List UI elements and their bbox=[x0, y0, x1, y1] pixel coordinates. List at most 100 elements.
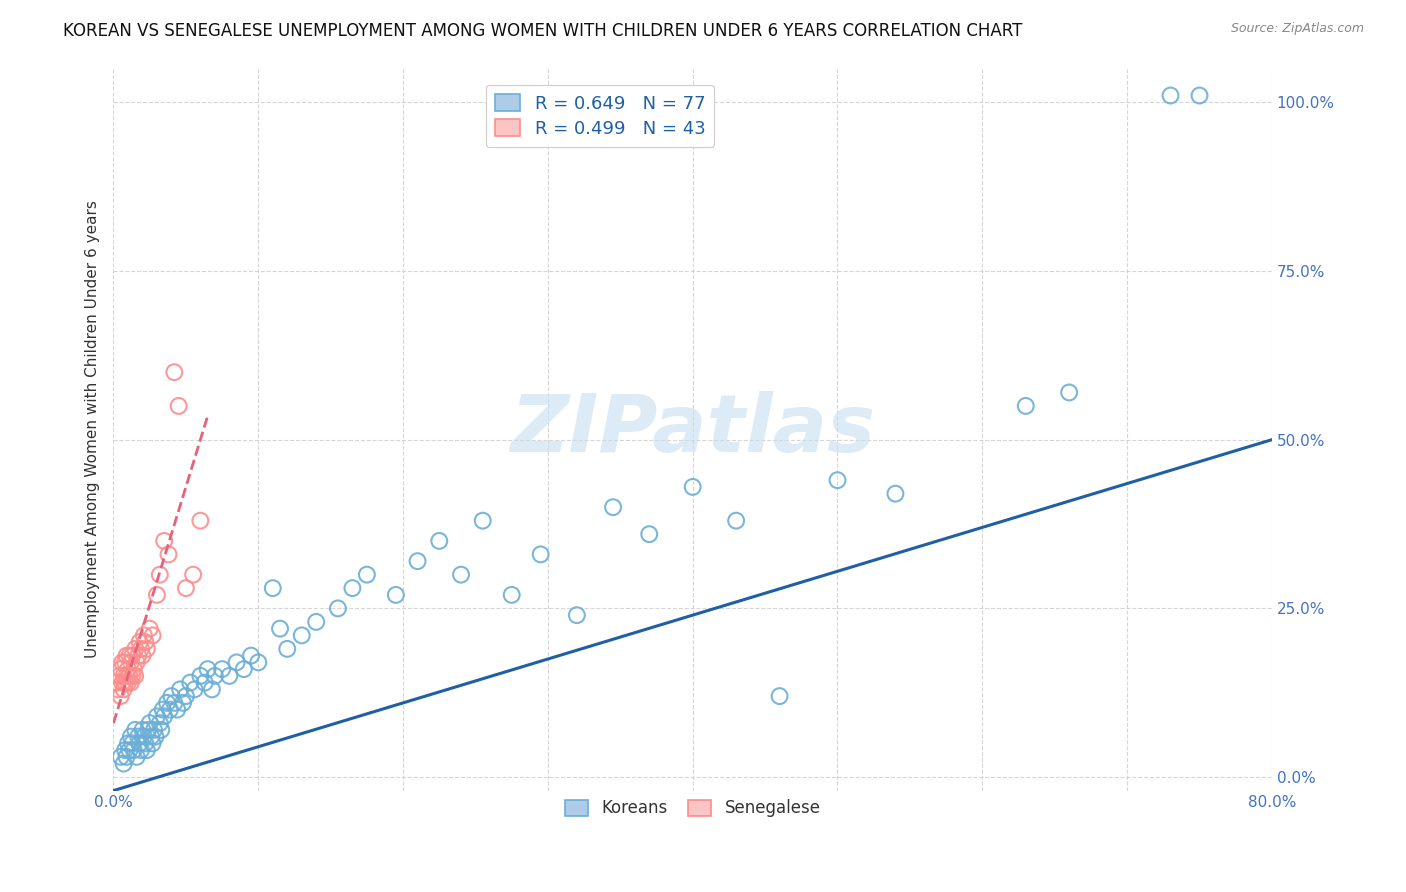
Point bbox=[1015, 399, 1038, 413]
Point bbox=[174, 689, 197, 703]
Point bbox=[501, 588, 523, 602]
Point bbox=[135, 743, 157, 757]
Point bbox=[142, 628, 165, 642]
Point bbox=[120, 675, 142, 690]
Point bbox=[117, 736, 139, 750]
Point bbox=[114, 656, 136, 670]
Point bbox=[111, 675, 134, 690]
Point bbox=[112, 682, 135, 697]
Point bbox=[112, 756, 135, 771]
Point bbox=[269, 622, 291, 636]
Point bbox=[638, 527, 661, 541]
Point bbox=[183, 682, 205, 697]
Point bbox=[342, 581, 364, 595]
Point bbox=[682, 480, 704, 494]
Point bbox=[120, 730, 142, 744]
Point bbox=[172, 696, 194, 710]
Point bbox=[128, 736, 150, 750]
Point bbox=[194, 675, 217, 690]
Point bbox=[105, 675, 128, 690]
Point bbox=[356, 567, 378, 582]
Point bbox=[211, 662, 233, 676]
Point bbox=[143, 723, 166, 737]
Point bbox=[138, 716, 160, 731]
Point bbox=[131, 648, 153, 663]
Point bbox=[136, 723, 159, 737]
Point bbox=[153, 533, 176, 548]
Point bbox=[115, 648, 138, 663]
Point bbox=[179, 675, 201, 690]
Point bbox=[305, 615, 328, 629]
Point bbox=[827, 473, 849, 487]
Point bbox=[132, 730, 155, 744]
Point bbox=[132, 628, 155, 642]
Point bbox=[110, 689, 132, 703]
Point bbox=[1188, 88, 1211, 103]
Point bbox=[149, 567, 172, 582]
Point bbox=[190, 514, 212, 528]
Point bbox=[115, 749, 138, 764]
Point bbox=[134, 736, 156, 750]
Point bbox=[138, 622, 160, 636]
Point bbox=[768, 689, 790, 703]
Point bbox=[530, 548, 553, 562]
Point bbox=[117, 662, 139, 676]
Point bbox=[232, 662, 254, 676]
Point bbox=[135, 641, 157, 656]
Point bbox=[125, 656, 148, 670]
Point bbox=[108, 669, 131, 683]
Point bbox=[201, 682, 224, 697]
Point bbox=[167, 399, 190, 413]
Point bbox=[115, 669, 138, 683]
Text: KOREAN VS SENEGALESE UNEMPLOYMENT AMONG WOMEN WITH CHILDREN UNDER 6 YEARS CORREL: KOREAN VS SENEGALESE UNEMPLOYMENT AMONG … bbox=[63, 22, 1022, 40]
Point bbox=[326, 601, 349, 615]
Point bbox=[114, 743, 136, 757]
Point bbox=[385, 588, 408, 602]
Point bbox=[1057, 385, 1080, 400]
Point bbox=[152, 703, 174, 717]
Point bbox=[111, 656, 134, 670]
Text: Source: ZipAtlas.com: Source: ZipAtlas.com bbox=[1230, 22, 1364, 36]
Point bbox=[146, 588, 169, 602]
Point bbox=[121, 648, 143, 663]
Point bbox=[145, 730, 167, 744]
Point bbox=[121, 736, 143, 750]
Point bbox=[169, 682, 191, 697]
Point bbox=[160, 689, 183, 703]
Point bbox=[118, 743, 141, 757]
Point bbox=[149, 716, 172, 731]
Point bbox=[110, 662, 132, 676]
Point bbox=[427, 533, 450, 548]
Point bbox=[166, 703, 188, 717]
Point bbox=[471, 514, 494, 528]
Point bbox=[118, 648, 141, 663]
Point bbox=[122, 662, 145, 676]
Point bbox=[163, 365, 186, 379]
Point bbox=[129, 743, 152, 757]
Point bbox=[884, 486, 907, 500]
Point bbox=[121, 669, 143, 683]
Point bbox=[406, 554, 429, 568]
Point bbox=[122, 743, 145, 757]
Point bbox=[156, 696, 179, 710]
Point bbox=[159, 703, 181, 717]
Point bbox=[114, 675, 136, 690]
Point bbox=[112, 669, 135, 683]
Point bbox=[127, 648, 149, 663]
Point bbox=[565, 608, 588, 623]
Point bbox=[124, 641, 146, 656]
Y-axis label: Unemployment Among Women with Children Under 6 years: Unemployment Among Women with Children U… bbox=[86, 201, 100, 658]
Point bbox=[181, 567, 204, 582]
Point bbox=[1160, 88, 1182, 103]
Point bbox=[124, 669, 146, 683]
Text: ZIPatlas: ZIPatlas bbox=[510, 391, 875, 468]
Point bbox=[107, 682, 129, 697]
Point bbox=[247, 656, 270, 670]
Point bbox=[153, 709, 176, 723]
Point bbox=[204, 669, 226, 683]
Point bbox=[197, 662, 219, 676]
Point bbox=[139, 730, 162, 744]
Point bbox=[725, 514, 748, 528]
Point bbox=[218, 669, 240, 683]
Point bbox=[125, 749, 148, 764]
